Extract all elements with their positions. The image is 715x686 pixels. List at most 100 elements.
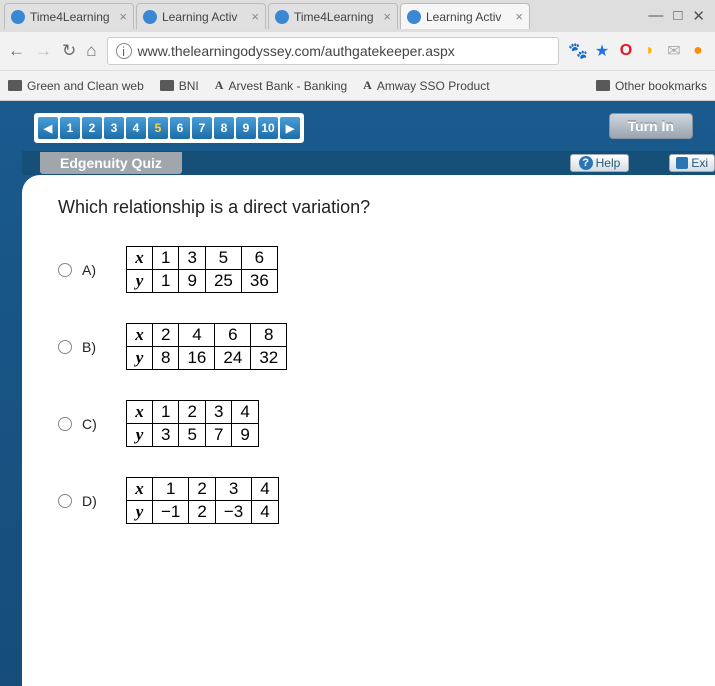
radio-a[interactable] [58,263,72,277]
cell: 3 [215,478,251,501]
user-icon[interactable]: ● [689,42,707,60]
cell: 4 [232,401,258,424]
app-background: ◀ 1 2 3 4 5 6 7 8 9 10 ▶ Turn In Edgenui… [0,101,715,686]
cell: x [127,324,153,347]
content-panel: Which relationship is a direct variation… [22,175,715,686]
cell: 9 [179,270,205,293]
browser-chrome: Time4Learning× Learning Activ × Time4Lear… [0,0,715,101]
quiz-bar: Edgenuity Quiz ?Help Exi [22,151,715,175]
info-icon[interactable]: i [116,43,132,59]
pager-next[interactable]: ▶ [280,117,300,139]
option-label: D) [82,493,104,509]
puzzle-icon[interactable]: 🐾 [569,42,587,60]
cell: 1 [153,401,179,424]
question-pager: ◀ 1 2 3 4 5 6 7 8 9 10 ▶ [34,113,304,143]
cell: 2 [153,324,179,347]
tab-close-icon[interactable]: × [119,9,127,24]
cell: 4 [179,324,215,347]
cell: 1 [153,270,179,293]
cell: 4 [252,478,278,501]
pager-item[interactable]: 9 [236,117,256,139]
tab-favicon-icon [407,10,421,24]
radio-c[interactable] [58,417,72,431]
cell: 2 [179,401,205,424]
browser-tab-active[interactable]: Learning Activ× [400,3,530,29]
bookmark-label: BNI [179,79,199,93]
cell: 9 [232,424,258,447]
bookmark-item[interactable]: A Arvest Bank - Banking [215,78,347,93]
cell: 3 [179,247,205,270]
tab-favicon-icon [143,10,157,24]
arvest-icon: A [215,78,224,93]
option-a: A) x1356 y192536 [58,246,695,293]
address-row: ← → ↻ ⌂ iwww.thelearningodyssey.com/auth… [0,32,715,70]
tab-close-icon[interactable]: × [383,9,391,24]
tab-favicon-icon [11,10,25,24]
bookmark-label: Amway SSO Product [377,79,490,93]
pager-item[interactable]: 2 [82,117,102,139]
option-label: C) [82,416,104,432]
bookmarks-row: Green and Clean web BNI A Arvest Bank - B… [0,70,715,100]
exit-icon [676,157,688,169]
maximize-icon[interactable]: □ [673,7,682,25]
cell: 24 [215,347,251,370]
tab-label: Learning Activ [162,10,247,24]
pager-item[interactable]: 4 [126,117,146,139]
cell: y [127,347,153,370]
cell: 8 [153,347,179,370]
bookmark-label: Arvest Bank - Banking [228,79,347,93]
table-b: x2468 y8162432 [126,323,287,370]
cell: y [127,501,153,524]
cell: 1 [153,478,189,501]
help-button[interactable]: ?Help [570,154,630,172]
cell: y [127,270,153,293]
radio-b[interactable] [58,340,72,354]
radio-d[interactable] [58,494,72,508]
tab-favicon-icon [275,10,289,24]
pager-item[interactable]: 8 [214,117,234,139]
other-bookmarks[interactable]: Other bookmarks [596,79,707,93]
home-icon[interactable]: ⌂ [86,41,96,61]
pager-item[interactable]: 1 [60,117,80,139]
bookmark-item[interactable]: Green and Clean web [8,79,144,93]
mail-icon[interactable]: ✉ [665,42,683,60]
pacman-icon[interactable]: ◗ [641,42,659,60]
option-b: B) x2468 y8162432 [58,323,695,370]
cell: 36 [241,270,277,293]
cell: 3 [153,424,179,447]
pager-item[interactable]: 7 [192,117,212,139]
cell: 6 [241,247,277,270]
bookmark-item[interactable]: AAmway SSO Product [363,78,489,93]
option-d: D) x1234 y−12−34 [58,477,695,524]
quiz-title: Edgenuity Quiz [40,152,182,174]
folder-icon [160,80,174,91]
option-c: C) x1234 y3579 [58,400,695,447]
pager-item[interactable]: 10 [258,117,278,139]
cell: −3 [215,501,251,524]
tab-close-icon[interactable]: × [251,9,259,24]
exit-button[interactable]: Exi [669,154,715,172]
window-controls: — □ ✕ [648,7,715,25]
browser-tab[interactable]: Time4Learning× [268,3,398,29]
pager-item[interactable]: 3 [104,117,124,139]
star-icon[interactable]: ★ [593,42,611,60]
pager-item[interactable]: 6 [170,117,190,139]
pager-prev[interactable]: ◀ [38,117,58,139]
turn-in-button[interactable]: Turn In [609,113,693,139]
minimize-icon[interactable]: — [648,7,663,25]
browser-tab[interactable]: Learning Activ × [136,3,266,29]
reload-icon[interactable]: ↻ [62,41,76,61]
pager-item-selected[interactable]: 5 [148,117,168,139]
url-bar[interactable]: iwww.thelearningodyssey.com/authgatekeep… [107,37,559,65]
opera-icon[interactable]: O [617,42,635,60]
close-icon[interactable]: ✕ [692,7,705,25]
bookmark-item[interactable]: BNI [160,79,199,93]
exit-label: Exi [691,156,708,170]
tab-close-icon[interactable]: × [515,9,523,24]
cell: 2 [189,478,215,501]
table-a: x1356 y192536 [126,246,278,293]
forward-icon[interactable]: → [35,41,52,61]
browser-tab[interactable]: Time4Learning× [4,3,134,29]
triangle-right-icon: ▶ [286,122,294,135]
back-icon[interactable]: ← [8,41,25,61]
